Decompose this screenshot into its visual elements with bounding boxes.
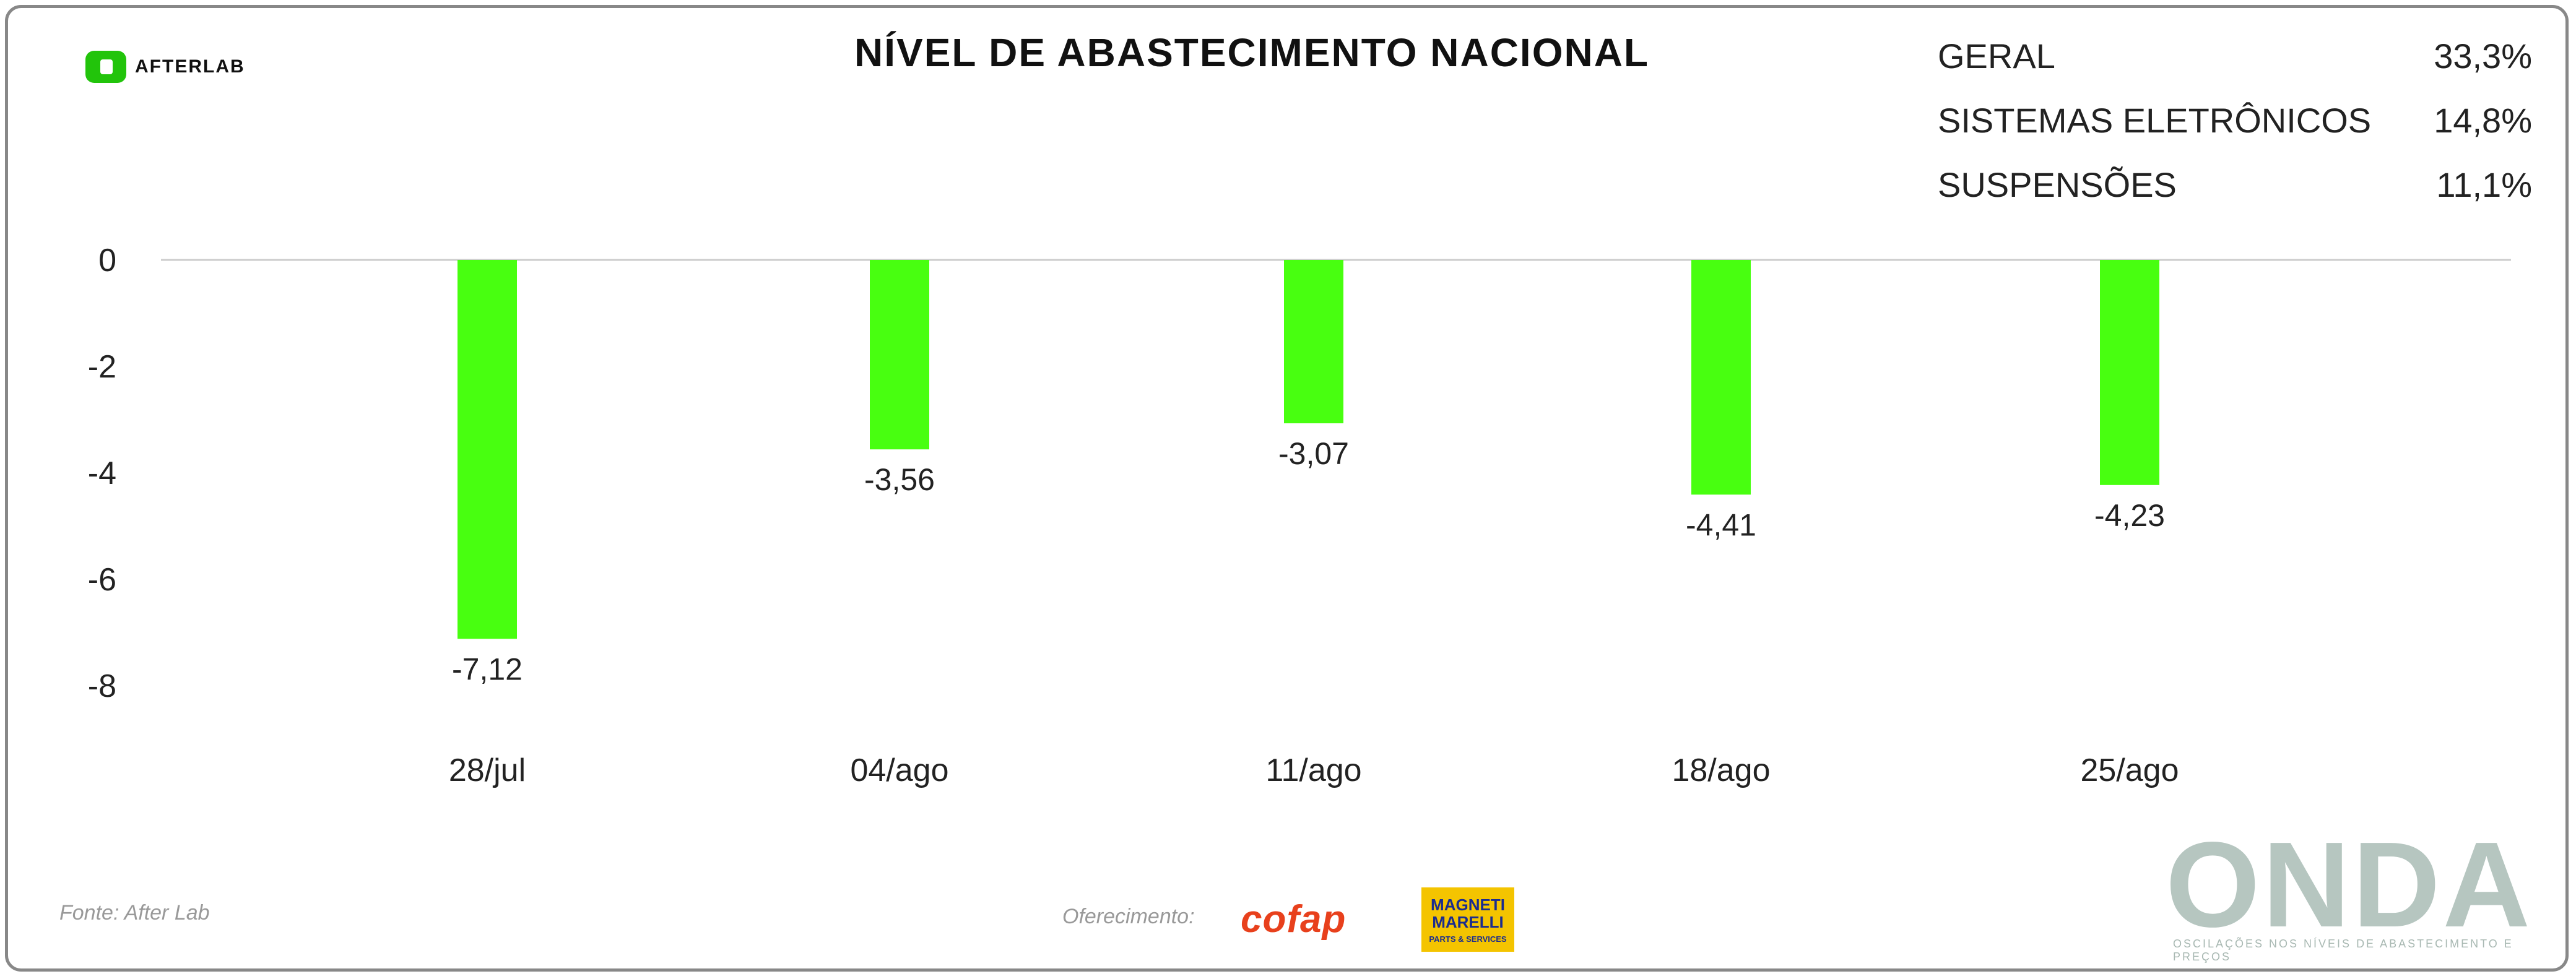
legend-item-geral: GERAL 33,3%: [1938, 36, 2532, 100]
x-tick-label: 28/jul: [449, 753, 526, 788]
onda-logo: ONDA: [2166, 817, 2533, 952]
bar: [1691, 260, 1751, 495]
legend-item-suspensoes: SUSPENSÕES 11,1%: [1938, 165, 2532, 229]
legend-label: SISTEMAS ELETRÔNICOS: [1938, 101, 2372, 140]
onda-tagline: OSCILAÇÕES NOS NÍVEIS DE ABASTECIMENTO E…: [2173, 938, 2513, 963]
magneti-line3: PARTS & SERVICES: [1429, 934, 1507, 944]
data-label: -7,12: [452, 652, 523, 686]
legend-value: 33,3%: [2434, 37, 2532, 75]
x-tick-label: 25/ago: [2080, 753, 2179, 788]
sponsor-label: Oferecimento:: [1062, 905, 1195, 928]
legend: GERAL 33,3% SISTEMAS ELETRÔNICOS 14,8% S…: [1938, 36, 2532, 229]
legend-label: GERAL: [1938, 37, 2055, 75]
y-tick-label: -4: [88, 455, 116, 491]
cofap-logo: cofap: [1241, 898, 1347, 941]
bar: [2100, 260, 2159, 485]
legend-label: SUSPENSÕES: [1938, 165, 2177, 204]
legend-value: 11,1%: [2436, 165, 2532, 204]
bar: [870, 260, 929, 450]
y-tick-label: -6: [88, 562, 116, 598]
bar: [1284, 260, 1343, 424]
y-tick-label: -2: [88, 349, 116, 385]
afterlab-logo: AFTERLAB: [85, 51, 245, 83]
magneti-line1: MAGNETI: [1431, 895, 1505, 914]
data-label: -3,56: [864, 462, 935, 497]
legend-value: 14,8%: [2434, 101, 2532, 140]
source-note: Fonte: After Lab: [59, 901, 210, 925]
x-tick-label: 04/ago: [850, 753, 948, 788]
y-tick-label: -8: [88, 668, 116, 704]
chart-frame: [5, 5, 2569, 972]
magneti-marelli-logo: MAGNETI MARELLI PARTS & SERVICES: [1421, 887, 1514, 952]
magneti-line2: MARELLI: [1432, 913, 1504, 931]
afterlab-logo-mark: [85, 51, 126, 83]
chart-title: NÍVEL DE ABASTECIMENTO NACIONAL: [854, 30, 1649, 75]
y-tick-label: 0: [98, 243, 116, 278]
legend-item-sistemas-eletronicos: SISTEMAS ELETRÔNICOS 14,8%: [1938, 100, 2532, 165]
x-tick-label: 11/ago: [1265, 753, 1361, 788]
x-tick-label: 18/ago: [1672, 753, 1770, 788]
bar: [458, 260, 517, 639]
data-label: -3,07: [1278, 436, 1349, 471]
data-label: -4,23: [2094, 498, 2165, 533]
afterlab-logo-text: AFTERLAB: [135, 56, 245, 77]
data-label: -4,41: [1686, 507, 1756, 542]
